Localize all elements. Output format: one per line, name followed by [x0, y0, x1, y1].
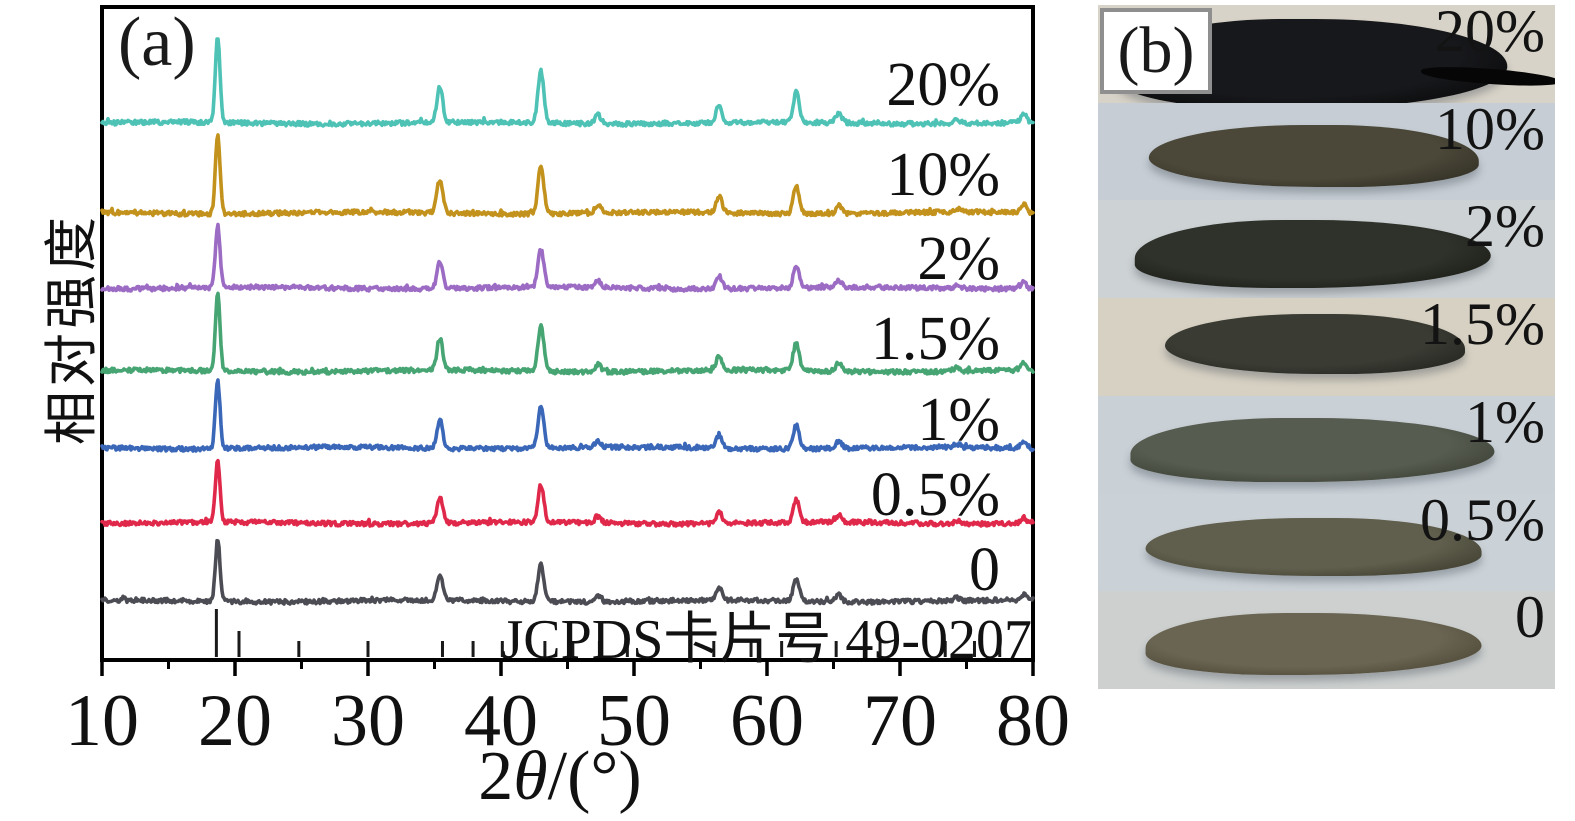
sample-label-0: 0	[1515, 584, 1545, 651]
x-axis-title-suffix: /(°)	[547, 738, 642, 815]
x-tick-label-40: 40	[464, 680, 538, 762]
series-label-1%: 1%	[917, 386, 1000, 454]
xrd-trace-0.5%	[100, 458, 1035, 528]
x-axis-title-prefix: 2	[478, 738, 514, 815]
jcpds-reference-caption: JCPDS卡片号 49-0207	[501, 609, 1032, 671]
panel-b-label-box: (b)	[1100, 8, 1212, 94]
powder-pile-0	[1145, 613, 1482, 676]
sample-strip-0.5%: 0.5%	[1098, 490, 1555, 592]
sample-label-0.5%: 0.5%	[1420, 486, 1545, 553]
series-label-1.5%: 1.5%	[870, 305, 1000, 373]
powder-pile-2%	[1134, 220, 1491, 289]
series-label-10%: 10%	[886, 141, 1000, 209]
xrd-trace-10%	[100, 133, 1035, 218]
x-tick-label-60: 60	[730, 680, 804, 762]
sample-label-10%: 10%	[1435, 95, 1545, 162]
sample-strip-10%: 10%	[1098, 99, 1555, 201]
sample-label-1.5%: 1.5%	[1420, 291, 1545, 358]
x-axis-title: 2θ/(°)	[400, 742, 720, 812]
x-tick-label-80: 80	[996, 680, 1070, 762]
photo-panel: 20% 10% 2% 1.5% 1% 0.5% 0	[1098, 5, 1555, 689]
series-label-2%: 2%	[917, 225, 1000, 293]
xrd-trace-1.5%	[100, 291, 1035, 376]
sample-strip-0: 0	[1098, 587, 1555, 689]
xrd-trace-20%	[100, 37, 1035, 128]
x-tick-label-20: 20	[198, 680, 272, 762]
xrd-plot	[100, 5, 1035, 676]
panel-b-label: (b)	[1117, 14, 1195, 87]
sample-strip-2%: 2%	[1098, 196, 1555, 299]
x-tick-label-10: 10	[65, 680, 139, 762]
series-label-20%: 20%	[886, 51, 1000, 119]
xrd-trace-0	[100, 538, 1035, 606]
series-label-0: 0	[969, 536, 1000, 604]
x-tick-label-70: 70	[863, 680, 937, 762]
powder-pile-1%	[1129, 417, 1494, 482]
x-tick-label-30: 30	[331, 680, 405, 762]
x-axis-title-theta: θ	[513, 738, 548, 815]
sample-strip-1.5%: 1.5%	[1098, 294, 1555, 396]
powder-pile-1.5%	[1164, 314, 1465, 375]
sample-label-20%: 20%	[1435, 5, 1545, 64]
xrd-trace-1%	[100, 378, 1035, 453]
powder-pile-0.5%	[1145, 517, 1482, 576]
xrd-trace-2%	[100, 222, 1035, 293]
y-axis-label: 相对强度	[42, 213, 102, 445]
x-tick-label-50: 50	[597, 680, 671, 762]
sample-strip-1%: 1%	[1098, 392, 1555, 494]
powder-pile-10%	[1148, 124, 1479, 187]
panel-a-label: (a)	[118, 4, 196, 81]
sample-label-1%: 1%	[1465, 388, 1545, 455]
sample-label-2%: 2%	[1465, 193, 1545, 260]
series-label-0.5%: 0.5%	[870, 461, 1000, 529]
